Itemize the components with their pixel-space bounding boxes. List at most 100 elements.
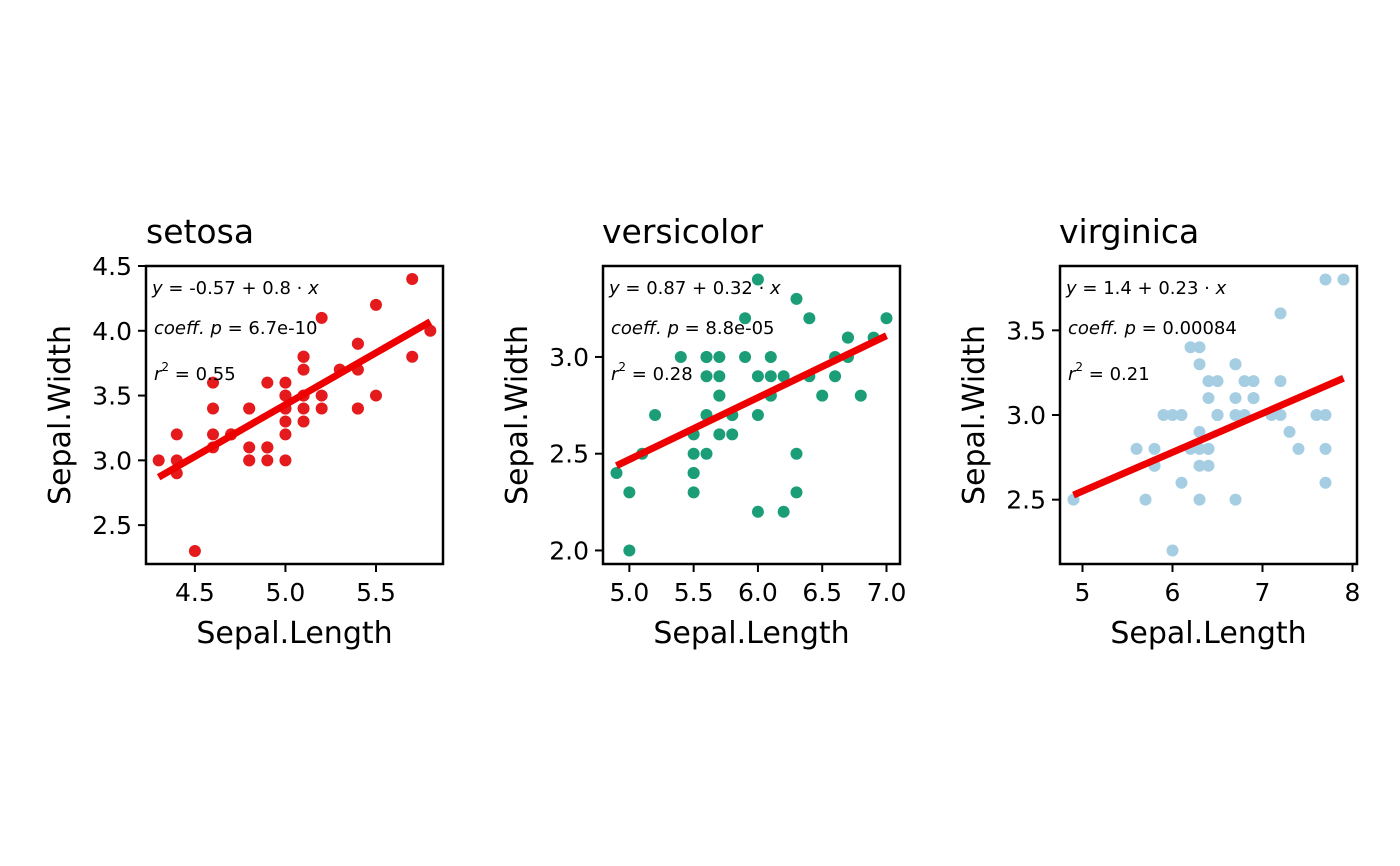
data-point (751, 505, 764, 518)
data-point (243, 402, 256, 415)
eq-y: y (1065, 278, 1077, 299)
data-point (1193, 442, 1206, 455)
data-point (1319, 442, 1332, 455)
y-tick-label: 3.0 (1006, 401, 1046, 430)
x-axis-label: Sepal.Length (653, 616, 849, 651)
p-equals: = (679, 318, 706, 339)
data-point (1193, 425, 1206, 438)
x-axis-label: Sepal.Length (1110, 616, 1306, 651)
data-point (1193, 459, 1206, 472)
x-tick-label: 5.5 (674, 578, 714, 607)
eq-equals: = (163, 278, 190, 299)
plot-frame (601, 264, 902, 566)
data-point (315, 389, 328, 402)
x-tick-label: 6.0 (738, 578, 778, 607)
data-point (674, 350, 687, 363)
r-var: r (1068, 364, 1077, 385)
eq-equals: = (620, 278, 647, 299)
data-point (739, 350, 752, 363)
x-tick-label: 8 (1345, 578, 1361, 607)
y-tick-label: 3.5 (92, 382, 132, 411)
data-point (406, 350, 419, 363)
data-point (1148, 442, 1161, 455)
p-value-annotation: coeff. p = 8.8e-05 (611, 318, 775, 339)
p-equals: = (1136, 318, 1163, 339)
p-var: p (1123, 318, 1135, 339)
data-point (700, 350, 713, 363)
data-point (1274, 307, 1287, 320)
data-point (623, 486, 636, 499)
data-point (687, 467, 700, 480)
r-equals: = (1083, 364, 1110, 385)
data-point (297, 415, 310, 428)
x-tick-label: 5 (1075, 578, 1091, 607)
data-point (1193, 493, 1206, 506)
data-point (152, 454, 165, 467)
data-point (1229, 409, 1242, 421)
data-point (261, 441, 274, 454)
data-point (207, 402, 220, 415)
r-value: 0.21 (1110, 364, 1150, 385)
data-point (1337, 273, 1350, 286)
r-exp: 2 (618, 360, 626, 374)
panel-setosa: setosa 4.5 5.0 5.5 2.5 3.0 3.5 4.0 4.5 Sepal.Leng… (43, 212, 445, 651)
data-point (816, 389, 829, 402)
data-point (687, 486, 700, 499)
data-point (315, 311, 328, 324)
y-tick-label: 3.0 (549, 343, 589, 372)
p-var: p (209, 318, 221, 339)
x-tick-label: 5.5 (356, 578, 396, 607)
data-point (1139, 493, 1152, 506)
data-point (610, 467, 623, 480)
data-point (790, 486, 803, 499)
eq-dot: · (1198, 278, 1215, 299)
x-tick-label: 5.0 (609, 578, 649, 607)
data-point (1175, 476, 1188, 489)
p-value: 6.7e-10 (248, 318, 317, 339)
y-axis-label: Sepal.Width (957, 325, 992, 505)
data-point (279, 376, 292, 389)
eq-plus: + (236, 278, 263, 299)
data-point (351, 337, 364, 350)
eq-x: x (1215, 278, 1227, 299)
r-exp: 2 (161, 360, 169, 374)
data-point (700, 370, 713, 383)
data-point (1166, 409, 1179, 421)
r-squared-annotation: r2 = 0.21 (1068, 360, 1150, 385)
data-point (1166, 544, 1179, 557)
y-axis-label: Sepal.Width (500, 325, 535, 505)
regression-line (614, 332, 889, 469)
data-point (261, 376, 274, 389)
data-point (713, 428, 726, 441)
data-point (279, 428, 292, 441)
panel-title: versicolor (602, 212, 763, 251)
p-value: 0.00084 (1162, 318, 1236, 339)
eq-dot: · (753, 278, 770, 299)
y-tick-label: 2.5 (549, 440, 589, 469)
r-equals: = (169, 364, 196, 385)
y-tick-label: 3.0 (92, 446, 132, 475)
eq-intercept: 0.87 (646, 278, 686, 299)
data-point (751, 409, 764, 421)
data-point (1274, 375, 1287, 388)
x-tick-label: 5.0 (266, 578, 306, 607)
y-tick-label: 4.0 (92, 317, 132, 346)
data-point (297, 363, 310, 376)
data-point (1211, 375, 1224, 388)
data-point (1229, 358, 1242, 371)
eq-intercept: -0.57 (189, 278, 236, 299)
data-point (841, 331, 854, 344)
data-point (297, 402, 310, 415)
r-var: r (611, 364, 620, 385)
data-point (424, 324, 437, 337)
r-value: 0.55 (196, 364, 236, 385)
eq-x: x (307, 278, 319, 299)
data-point (649, 409, 662, 421)
r-equals: = (626, 364, 653, 385)
data-point (1193, 341, 1206, 354)
panel-versicolor: versicolor 5.0 5.5 6.0 6.5 7.0 2.0 2.5 3.0 Sepal.… (500, 212, 906, 651)
data-point (713, 350, 726, 363)
data-point (297, 350, 310, 363)
regression-equation: y = 1.4 + 0.23 · x (1065, 278, 1227, 299)
plot-frame (144, 264, 445, 566)
